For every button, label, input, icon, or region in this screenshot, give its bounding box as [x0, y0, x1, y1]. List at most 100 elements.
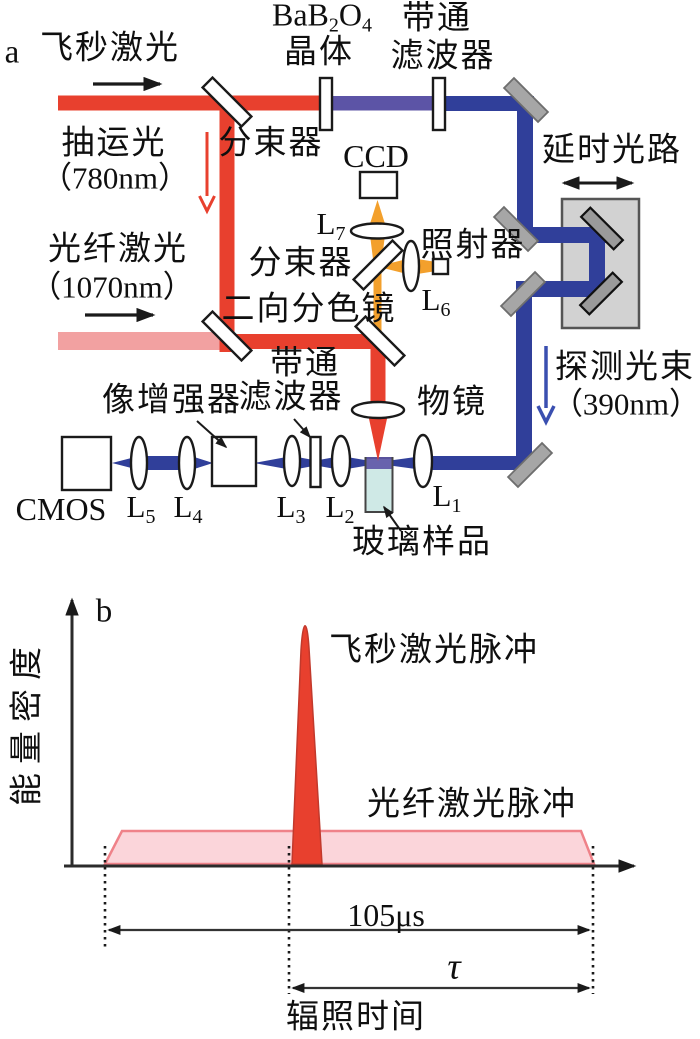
- l6-sub: 6: [440, 299, 451, 321]
- beam-splitter-top-label: 分束器: [218, 125, 324, 162]
- bbo-sub-1: 2: [328, 14, 339, 37]
- blue-probe-down-arrow: [536, 346, 556, 426]
- x-axis-label: 辐照时间: [286, 999, 426, 1036]
- lens-label-l4: L4: [174, 491, 203, 527]
- delay-path-label: 延时光路: [542, 132, 682, 169]
- dotted-guides: [103, 846, 595, 994]
- bandpass-filter-imaging: [309, 435, 322, 489]
- black-arrows: [85, 76, 635, 323]
- ccd-label: CCD: [343, 138, 409, 174]
- lens-label-l7: L7: [317, 208, 346, 244]
- mirror-delay-entrance: [492, 205, 540, 253]
- lens-l1: [412, 433, 434, 489]
- dichroic-label: 二向分色镜: [221, 291, 397, 328]
- dichroic-mirror: [200, 309, 254, 363]
- blue-arrow-head: [536, 405, 556, 426]
- gray-mirrors: [492, 76, 554, 489]
- fold-mirror-pump: [353, 314, 407, 368]
- l2-sub: 2: [344, 506, 355, 528]
- lens-l4: [177, 435, 197, 491]
- fiber-laser-label-line2: （1070nm）: [30, 269, 194, 305]
- mirror-delay-exit: [499, 270, 547, 318]
- l5-base: L: [126, 489, 146, 524]
- blue-beam-vertical-lower: [516, 281, 532, 471]
- probe-beam-label-line2: （390nm）: [551, 386, 700, 422]
- illuminator-label: 照射器: [420, 227, 526, 264]
- mirror-top-right: [502, 76, 550, 124]
- blue-imaging-seg3: [191, 456, 213, 470]
- y-axis-label: 能量密度: [9, 638, 46, 806]
- bbo-sub-2: 4: [362, 14, 372, 37]
- objective-lens: [350, 400, 406, 420]
- beam-splitter-ccd: [351, 238, 405, 292]
- bbo-crystal-label-line1: BaB2O4: [272, 0, 372, 36]
- blue-imaging-seg7: [378, 456, 423, 470]
- bbo-text-1: BaB: [272, 0, 329, 33]
- fiber-laser-label-line1: 光纤激光: [48, 231, 188, 268]
- l1-base: L: [432, 478, 452, 513]
- panel-b-tag: b: [95, 593, 113, 630]
- pump-label-line1: 抽运光: [61, 125, 167, 162]
- intensifier-label: 像增强器: [102, 382, 242, 419]
- red-beam-top: [58, 95, 331, 111]
- l6-base: L: [421, 282, 441, 317]
- mirror-above-sample: [506, 441, 554, 489]
- delay-mirror-bottom: [578, 271, 624, 316]
- cmos-label: CMOS: [15, 491, 107, 527]
- lens-label-l3: L3: [277, 491, 306, 527]
- blue-beam-vertical-upper: [517, 96, 533, 243]
- fs-laser-label: 飞秒激光: [40, 30, 180, 67]
- beam-through-sample: [366, 457, 392, 469]
- l3-base: L: [276, 489, 296, 524]
- blue-beam-delay-vertical: [589, 227, 605, 298]
- bbo-crystal-label-line2: 晶体: [284, 34, 354, 71]
- red-beam-to-objective: [370, 348, 386, 416]
- bandpass-filter-top: [431, 76, 447, 132]
- bandpass-bottom-label-line1: 带通: [270, 345, 340, 382]
- bandpass-bottom-label-line2: 滤波器: [238, 379, 344, 416]
- lens-l7: [349, 222, 405, 240]
- objective-label: 物镜: [417, 384, 487, 421]
- lens-l5: [129, 435, 149, 491]
- probe-beam-label-line1: 探测光束: [555, 349, 695, 386]
- fiber-pulse-label: 光纤激光脉冲: [367, 786, 577, 823]
- ccd-box: [358, 170, 399, 200]
- fiber-laser-beam: [58, 332, 228, 350]
- sample-pointer-arrow: [383, 505, 402, 532]
- delay-stage-mirrors: [578, 206, 625, 316]
- intensifier-pointer-arrow: [196, 420, 228, 449]
- bandpass-top-label-line2: 滤波器: [390, 38, 496, 75]
- lens-label-l6: L6: [422, 284, 451, 320]
- illuminator-box: [431, 257, 450, 276]
- fiber-beam-horizontal: [58, 332, 228, 350]
- chart-axes: [64, 597, 637, 873]
- white-optics: [60, 75, 450, 492]
- red-beam-vertical: [219, 100, 235, 352]
- blue-beam-delay-in: [517, 227, 606, 243]
- beam-splitter-ccd-label: 分束器: [248, 245, 354, 282]
- orange-beam-vertical-lower: [373, 263, 382, 332]
- image-intensifier-box: [210, 435, 258, 488]
- lens-label-l2: L2: [326, 491, 355, 527]
- lens-l6: [401, 239, 421, 293]
- purple-beam-segment: [326, 96, 437, 111]
- red-focus-cone: [368, 414, 388, 461]
- blue-imaging-seg8: [423, 456, 523, 470]
- probe-blue-beam: [112, 96, 606, 471]
- bandpass-pointer-arrow: [293, 418, 312, 439]
- sample-label: 玻璃样品: [352, 524, 492, 561]
- blue-beam-top: [437, 96, 534, 111]
- fs-pulse-spike: [291, 625, 323, 865]
- pump-label-line2: （780nm）: [40, 160, 190, 196]
- l4-sub: 4: [192, 506, 203, 528]
- l1-sub: 1: [451, 495, 462, 517]
- red-beam-middle: [228, 334, 381, 349]
- delay-mirror-top: [579, 206, 625, 251]
- beam-splitter-top: [200, 75, 254, 129]
- l2-base: L: [325, 489, 345, 524]
- l7-base: L: [316, 206, 336, 241]
- lens-l2: [330, 434, 352, 488]
- l4-base: L: [173, 489, 193, 524]
